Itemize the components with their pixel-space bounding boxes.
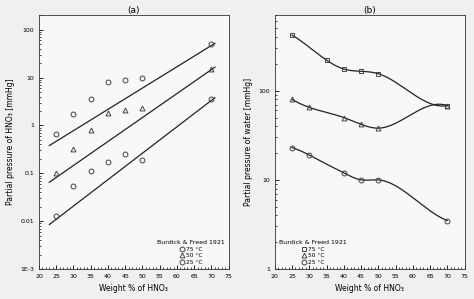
Legend: 75 °C, 50 °C, 25 °C: 75 °C, 50 °C, 25 °C [278, 239, 348, 266]
Legend: 75 °C, 50 °C, 25 °C: 75 °C, 50 °C, 25 °C [155, 239, 226, 266]
X-axis label: Weight % of HNO₃: Weight % of HNO₃ [100, 284, 168, 293]
Y-axis label: Partial pressure of HNO₃ [mmHg]: Partial pressure of HNO₃ [mmHg] [6, 79, 15, 205]
Y-axis label: Partial pressure of water [mmHg]: Partial pressure of water [mmHg] [244, 78, 253, 206]
Title: (b): (b) [363, 6, 376, 15]
Title: (a): (a) [128, 6, 140, 15]
X-axis label: Weight % of HNO₃: Weight % of HNO₃ [335, 284, 404, 293]
